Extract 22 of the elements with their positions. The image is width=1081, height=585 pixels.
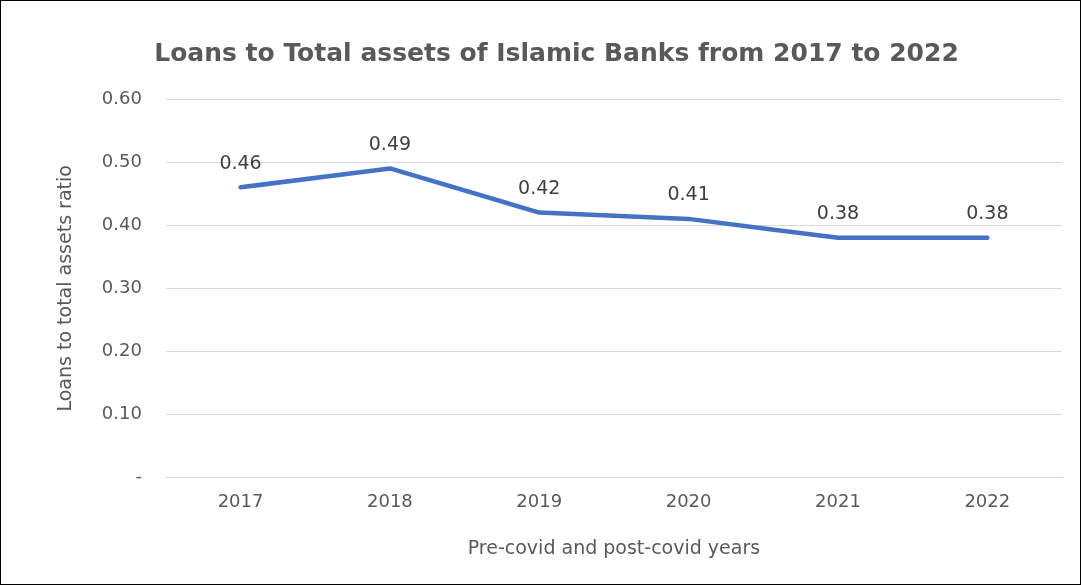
x-tick-label: 2019 <box>516 490 563 512</box>
data-label: 0.41 <box>667 182 710 205</box>
data-label: 0.49 <box>368 131 412 154</box>
x-tick-label: 2017 <box>217 490 264 512</box>
x-tick-label: 2022 <box>964 490 1011 512</box>
y-tick-label: 0.50 <box>101 149 142 171</box>
y-tick-label: - <box>135 465 142 487</box>
data-label: 0.42 <box>518 176 561 199</box>
x-tick-label: 2021 <box>815 490 861 512</box>
y-tick-label: 0.10 <box>101 402 142 424</box>
chart-title: Loans to Total assets of Islamic Banks from 2017 to 2022 <box>154 37 959 67</box>
y-axis-title: Loans to total assets ratio <box>53 165 76 412</box>
data-label: 0.46 <box>219 150 262 173</box>
y-tick-label: 0.30 <box>101 275 142 297</box>
x-tick-label: 2020 <box>665 490 712 512</box>
data-label: 0.38 <box>966 201 1009 224</box>
y-tick-label: 0.20 <box>101 339 142 361</box>
x-axis-title: Pre-covid and post-covid years <box>467 535 761 558</box>
y-tick-label: 0.60 <box>101 86 142 108</box>
x-tick-label: 2018 <box>367 490 413 512</box>
y-tick-label: 0.40 <box>101 212 142 234</box>
data-label: 0.38 <box>816 201 860 224</box>
